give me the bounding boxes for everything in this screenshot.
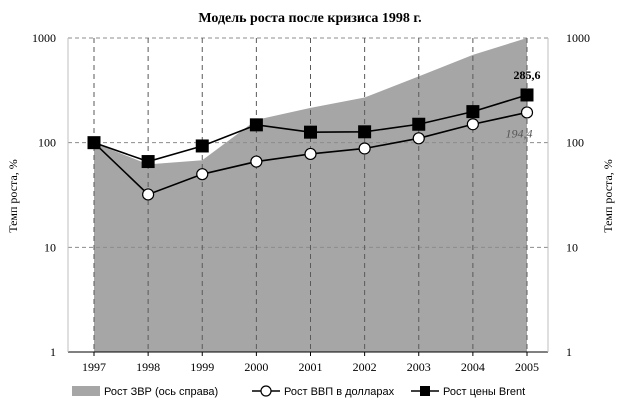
x-tick-2005: 2005 bbox=[515, 360, 539, 374]
chart-title: Модель роста после кризиса 1998 г. bbox=[198, 11, 421, 26]
x-tick-2003: 2003 bbox=[407, 360, 431, 374]
y-tick-right-100: 100 bbox=[566, 136, 584, 150]
y-tick-right-1000: 1000 bbox=[566, 31, 590, 45]
point-brent-2004 bbox=[466, 105, 480, 119]
legend-marker-square bbox=[420, 386, 430, 396]
point-gdp-1999 bbox=[196, 168, 209, 181]
y-axis-label-left: Темп роста, % bbox=[6, 159, 20, 233]
legend-item-0: Рост ЗВР (ось справа) bbox=[72, 386, 218, 398]
y-tick-left-10: 10 bbox=[44, 240, 56, 254]
legend-marker-circle bbox=[260, 385, 272, 397]
legend-item-1: Рост ВВП в долларах bbox=[252, 385, 395, 398]
axes: 1 1 10 10 100 100 1000 1000 1997 1998 1999 2000 2001… bbox=[32, 31, 590, 374]
y-tick-left-100: 100 bbox=[38, 136, 56, 150]
legend-item-2: Рост цены Brent bbox=[411, 386, 525, 398]
x-tick-2002: 2002 bbox=[353, 360, 377, 374]
x-tick-2000: 2000 bbox=[244, 360, 268, 374]
data-label-gdp-2005: 194,4 bbox=[506, 126, 533, 140]
point-gdp-2005 bbox=[520, 106, 534, 119]
legend-label-1: Рост ВВП в долларах bbox=[284, 386, 395, 398]
x-tick-1997: 1997 bbox=[82, 360, 106, 374]
x-tick-1998: 1998 bbox=[136, 360, 160, 374]
x-tick-2001: 2001 bbox=[299, 360, 323, 374]
legend-swatch-area bbox=[72, 386, 100, 396]
point-brent-2000 bbox=[249, 118, 263, 132]
point-gdp-2002 bbox=[358, 142, 371, 155]
data-labels: 285,6 194,4 bbox=[506, 68, 541, 140]
y-tick-right-1: 1 bbox=[566, 345, 572, 359]
data-label-brent-2005: 285,6 bbox=[514, 68, 541, 82]
x-tick-1999: 1999 bbox=[190, 360, 214, 374]
x-tick-2004: 2004 bbox=[461, 360, 485, 374]
point-gdp-1998 bbox=[142, 188, 155, 201]
point-brent-2002 bbox=[358, 125, 372, 139]
point-gdp-2004 bbox=[466, 118, 479, 131]
legend-label-0: Рост ЗВР (ось справа) bbox=[104, 386, 218, 398]
y-tick-left-1: 1 bbox=[50, 345, 56, 359]
legend-label-2: Рост цены Brent bbox=[443, 386, 525, 398]
point-brent-1999 bbox=[195, 139, 209, 153]
y-tick-right-10: 10 bbox=[566, 240, 578, 254]
point-brent-1997 bbox=[87, 136, 101, 150]
point-brent-1998 bbox=[141, 155, 155, 169]
point-brent-2005 bbox=[520, 88, 534, 102]
legend: Рост ЗВР (ось справа) Рост ВВП в долларах… bbox=[72, 385, 525, 398]
series-markers bbox=[87, 88, 534, 201]
point-gdp-2001 bbox=[304, 147, 317, 161]
point-brent-2003 bbox=[412, 117, 426, 131]
y-axis-label-right: Темп роста, % bbox=[601, 159, 615, 233]
point-gdp-2000 bbox=[250, 155, 263, 168]
y-tick-left-1000: 1000 bbox=[32, 31, 56, 45]
point-gdp-2003 bbox=[412, 132, 425, 145]
point-brent-2001 bbox=[304, 125, 317, 139]
